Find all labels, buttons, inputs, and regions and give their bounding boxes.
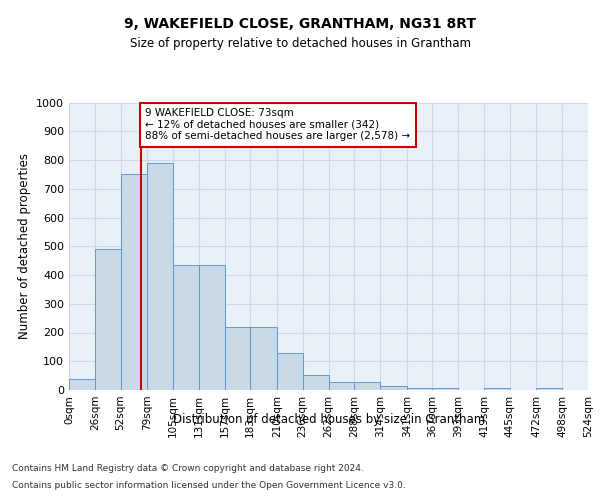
- Bar: [121, 174, 147, 390]
- Bar: [433, 388, 458, 390]
- Text: 9, WAKEFIELD CLOSE, GRANTHAM, NG31 8RT: 9, WAKEFIELD CLOSE, GRANTHAM, NG31 8RT: [124, 18, 476, 32]
- Bar: [536, 388, 562, 390]
- Bar: [380, 386, 407, 390]
- Bar: [173, 265, 199, 390]
- Text: Size of property relative to detached houses in Grantham: Size of property relative to detached ho…: [130, 38, 470, 51]
- Text: Contains HM Land Registry data © Crown copyright and database right 2024.: Contains HM Land Registry data © Crown c…: [12, 464, 364, 473]
- Bar: [303, 375, 329, 390]
- Bar: [250, 327, 277, 390]
- Text: Distribution of detached houses by size in Grantham: Distribution of detached houses by size …: [173, 412, 485, 426]
- Bar: [199, 265, 224, 390]
- Bar: [407, 388, 433, 390]
- Bar: [69, 378, 95, 390]
- Text: Contains public sector information licensed under the Open Government Licence v3: Contains public sector information licen…: [12, 481, 406, 490]
- Bar: [224, 327, 250, 390]
- Bar: [147, 163, 173, 390]
- Text: 9 WAKEFIELD CLOSE: 73sqm
← 12% of detached houses are smaller (342)
88% of semi-: 9 WAKEFIELD CLOSE: 73sqm ← 12% of detach…: [145, 108, 410, 142]
- Bar: [329, 382, 354, 390]
- Bar: [354, 382, 380, 390]
- Bar: [277, 352, 303, 390]
- Bar: [484, 388, 510, 390]
- Y-axis label: Number of detached properties: Number of detached properties: [17, 153, 31, 340]
- Bar: [95, 249, 121, 390]
